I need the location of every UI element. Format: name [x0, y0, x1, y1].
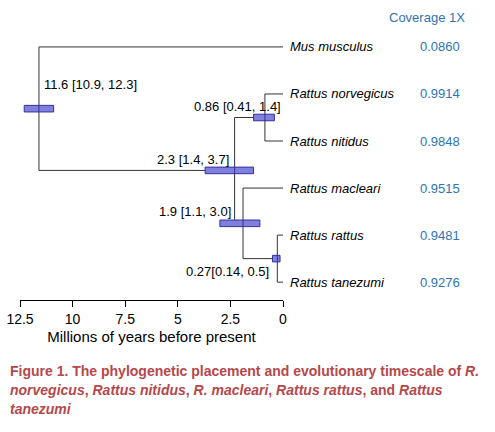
svg-text:0.27[0.14, 0.5]: 0.27[0.14, 0.5]: [186, 264, 269, 279]
svg-text:5: 5: [174, 311, 182, 327]
svg-text:Mus musculus: Mus musculus: [290, 39, 374, 54]
svg-text:0.9914: 0.9914: [420, 86, 460, 101]
svg-text:0.9515: 0.9515: [420, 181, 460, 196]
svg-text:2.3 [1.4, 3.7]: 2.3 [1.4, 3.7]: [157, 152, 229, 167]
svg-text:Coverage 1X: Coverage 1X: [389, 10, 465, 25]
svg-text:Millions of years before prese: Millions of years before present: [47, 328, 256, 345]
svg-text:Rattus nitidus: Rattus nitidus: [290, 134, 369, 149]
html-text:Figure 1. The phylogenetic pla: Figure 1. The phylogenetic placement and…: [10, 363, 480, 417]
svg-text:0: 0: [279, 311, 287, 327]
svg-text:0.9481: 0.9481: [420, 228, 460, 243]
svg-text:11.6 [10.9, 12.3]: 11.6 [10.9, 12.3]: [44, 77, 137, 92]
svg-text:0.9276: 0.9276: [420, 275, 460, 290]
svg-text:1.9 [1.1, 3.0]: 1.9 [1.1, 3.0]: [159, 204, 231, 219]
svg-text:12.5: 12.5: [6, 311, 33, 327]
svg-text:0.9848: 0.9848: [420, 134, 460, 149]
svg-text:2.5: 2.5: [221, 311, 241, 327]
svg-text:0.86 [0.41, 1.4]: 0.86 [0.41, 1.4]: [194, 99, 281, 114]
svg-text:10: 10: [65, 311, 81, 327]
svg-text:7.5: 7.5: [115, 311, 135, 327]
svg-text:Rattus rattus: Rattus rattus: [290, 228, 364, 243]
svg-text:Rattus macleari: Rattus macleari: [290, 181, 381, 196]
svg-text:Rattus norvegicus: Rattus norvegicus: [290, 86, 395, 101]
svg-text:0.0860: 0.0860: [420, 39, 460, 54]
svg-text:Rattus tanezumi: Rattus tanezumi: [290, 275, 385, 290]
